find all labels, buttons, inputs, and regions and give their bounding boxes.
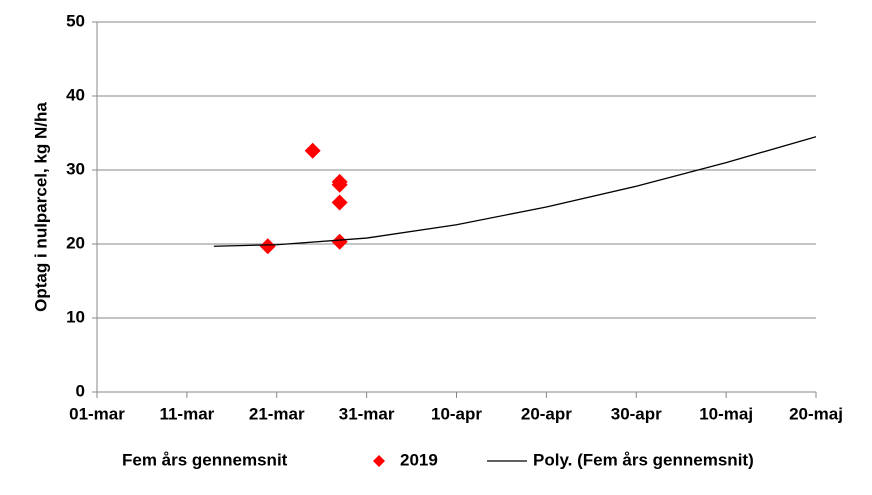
legend-label: Fem års gennemsnit	[122, 450, 288, 469]
legend-label: Poly. (Fem års gennemsnit)	[533, 450, 754, 469]
point	[331, 233, 348, 250]
x-tick-label: 31-mar	[339, 404, 395, 423]
trend-line	[213, 136, 817, 247]
point	[331, 194, 348, 211]
x-tick-label: 20-maj	[789, 404, 843, 423]
y-tick-label: 50	[66, 11, 85, 30]
x-tick-label: 30-apr	[611, 404, 662, 423]
y-tick-label: 0	[76, 381, 85, 400]
y-tick-label: 10	[66, 307, 85, 326]
y-tick-label: 30	[66, 159, 85, 178]
x-tick-label: 10-apr	[431, 404, 482, 423]
x-tick-label: 01-mar	[69, 404, 125, 423]
point	[304, 142, 321, 159]
y-axis-label: Optag i nulparcel, kg N/ha	[31, 102, 50, 312]
x-tick-label: 20-apr	[521, 404, 572, 423]
y-tick-label: 20	[66, 233, 85, 252]
x-tick-label: 10-maj	[699, 404, 753, 423]
legend-marker	[373, 455, 385, 467]
y-tick-label: 40	[66, 85, 85, 104]
x-tick-label: 21-mar	[249, 404, 305, 423]
point	[259, 238, 276, 255]
point	[331, 176, 348, 193]
legend-label: 2019	[400, 450, 438, 469]
x-tick-label: 11-mar	[159, 404, 214, 423]
